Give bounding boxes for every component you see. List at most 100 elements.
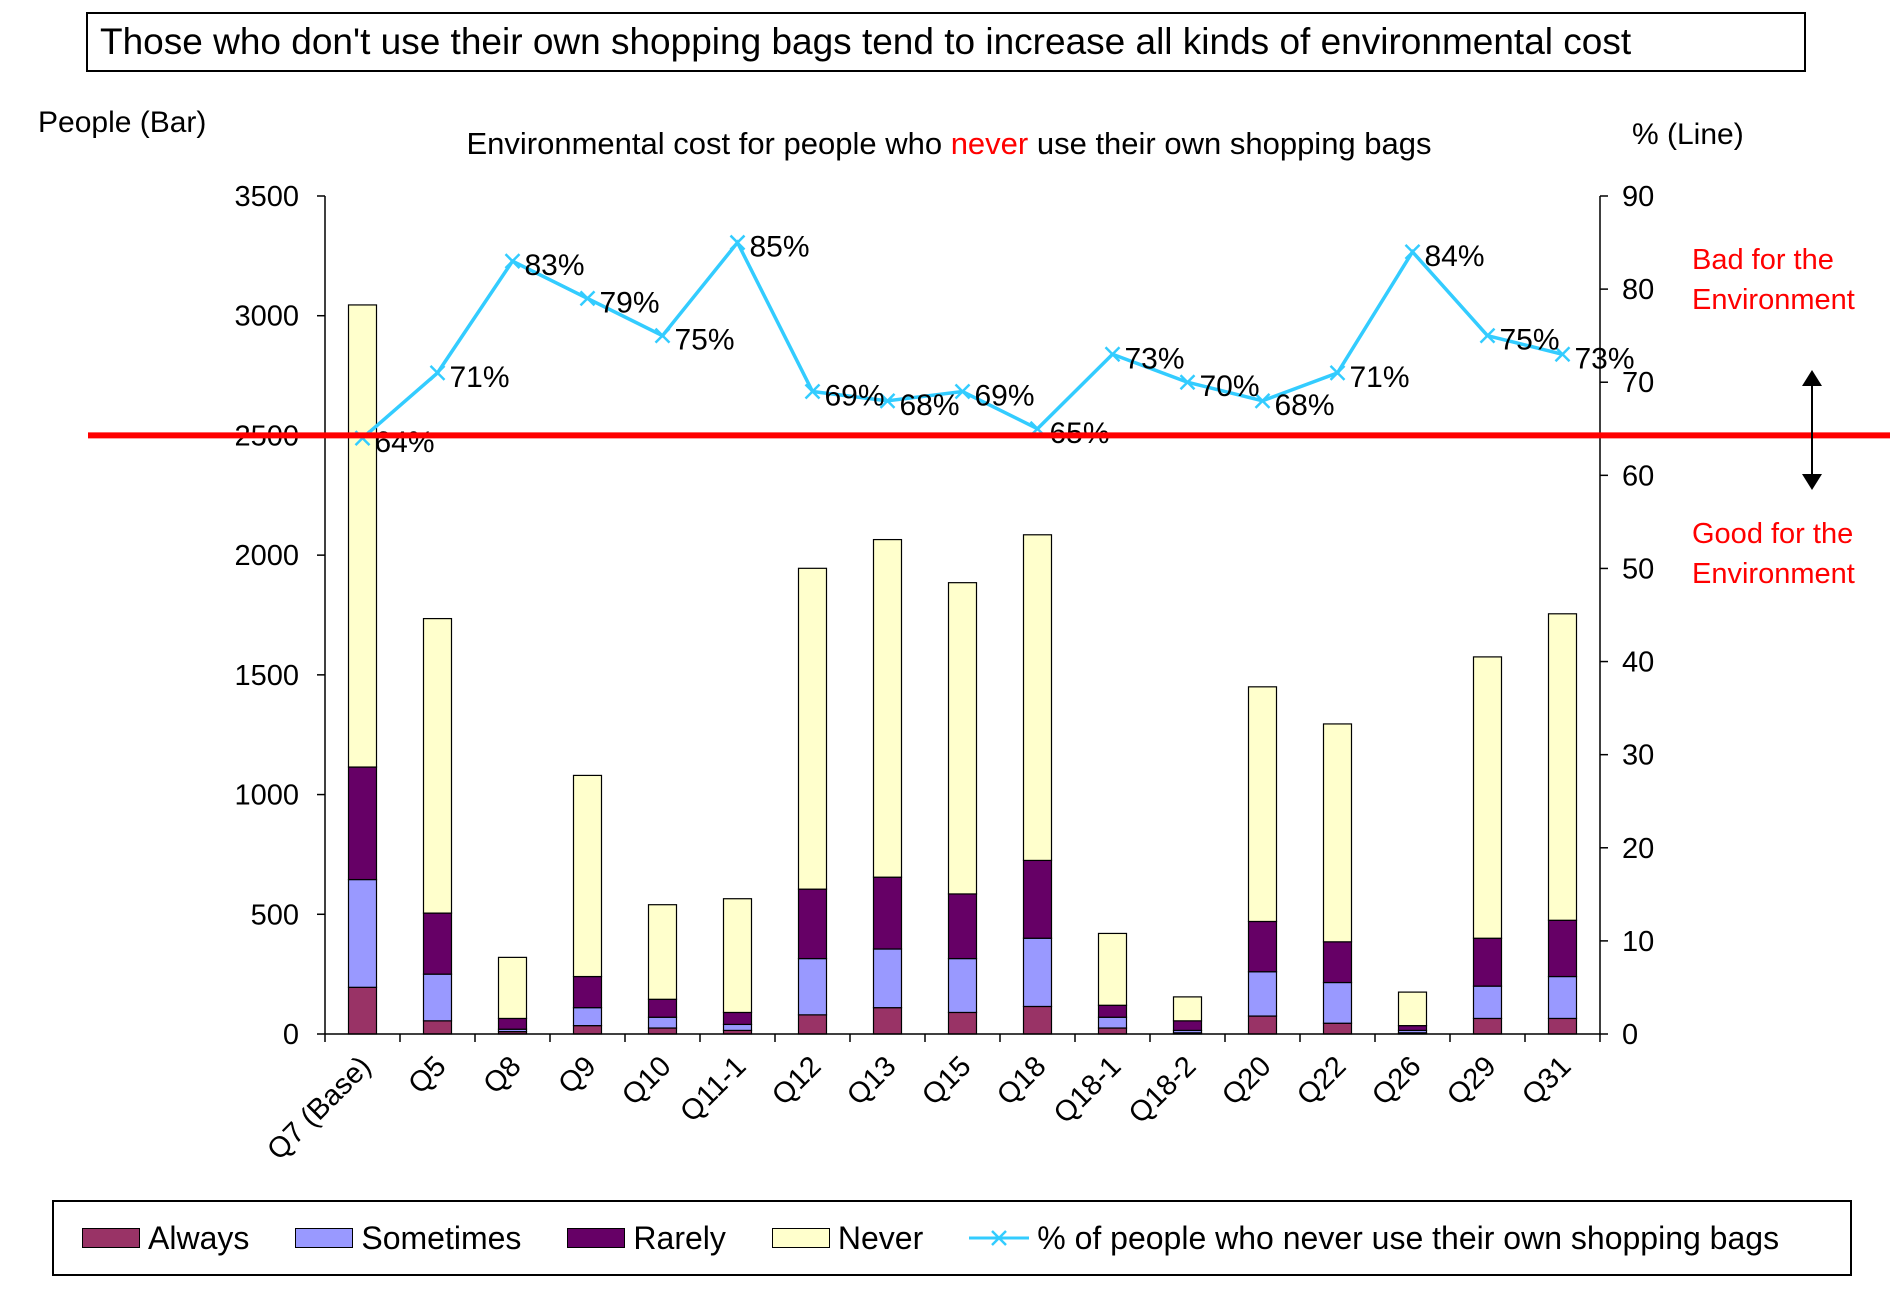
bar-rarely-6 — [797, 888, 828, 960]
right-tick-label: 50 — [1622, 553, 1654, 585]
line-data-label: 84% — [1425, 240, 1485, 273]
bar-always-0 — [347, 986, 378, 1035]
line-data-label: 71% — [450, 361, 510, 394]
legend-swatch-sometimes — [295, 1228, 354, 1248]
bar-never-14 — [1397, 991, 1428, 1027]
page-title: Those who don't use their own shopping b… — [86, 12, 1806, 72]
bar-never-8 — [947, 582, 978, 895]
x-tick-label: Q11-1 — [674, 1050, 752, 1128]
legend-swatch-line — [969, 1230, 1030, 1246]
x-tick-label: Q10 — [616, 1050, 677, 1111]
line-point — [954, 383, 971, 400]
bar-rarely-10 — [1097, 1004, 1128, 1018]
line-data-label: 73% — [1575, 342, 1635, 375]
right-tick-label: 40 — [1622, 647, 1654, 679]
x-tick-label: Q15 — [916, 1050, 977, 1111]
bar-rarely-5 — [722, 1011, 753, 1026]
line-data-label: 70% — [1200, 370, 1260, 403]
bar-always-3 — [572, 1025, 603, 1035]
bar-sometimes-15 — [1472, 985, 1503, 1020]
bar-sometimes-12 — [1247, 971, 1278, 1017]
bar-never-12 — [1247, 686, 1278, 923]
bar-always-12 — [1247, 1015, 1278, 1035]
x-tick-label: Q26 — [1366, 1050, 1427, 1111]
bar-rarely-3 — [572, 975, 603, 1009]
bar-rarely-14 — [1397, 1025, 1428, 1032]
chart-subtitle: Environmental cost for people who never … — [0, 126, 1898, 162]
bar-always-1 — [422, 1020, 453, 1035]
left-axis-unit: People (Bar) — [38, 106, 207, 139]
legend-swatch-always — [82, 1228, 140, 1248]
x-tick-label: Q18 — [991, 1050, 1052, 1111]
bad-note-line-1: Bad for the — [1692, 244, 1834, 276]
line-point — [1554, 346, 1571, 363]
bar-sometimes-3 — [572, 1007, 603, 1027]
bar-rarely-2 — [497, 1017, 528, 1030]
line-data-label: 64% — [375, 426, 435, 459]
good-note-line-1: Good for the — [1692, 518, 1854, 550]
bar-never-9 — [1022, 534, 1053, 862]
bar-always-10 — [1097, 1027, 1128, 1035]
line-data-label: 68% — [1275, 389, 1335, 422]
x-tick-label: Q29 — [1441, 1050, 1502, 1111]
bar-rarely-1 — [422, 912, 453, 975]
line-point — [579, 290, 596, 307]
bar-sometimes-9 — [1022, 937, 1053, 1008]
bar-never-2 — [497, 956, 528, 1020]
line-point — [1179, 374, 1196, 391]
bar-never-5 — [722, 898, 753, 1014]
bar-never-11 — [1172, 996, 1203, 1022]
legend-item-line: % of people who never use their own shop… — [969, 1220, 1779, 1257]
right-tick-label: 90 — [1622, 181, 1654, 213]
bar-always-16 — [1547, 1017, 1578, 1035]
bar-sometimes-13 — [1322, 981, 1353, 1024]
bar-never-0 — [347, 304, 378, 768]
line-layer — [354, 234, 1571, 446]
legend-label-never: Never — [837, 1219, 924, 1256]
x-tick-label: Q31 — [1516, 1050, 1577, 1111]
x-tick-label: Q13 — [841, 1050, 902, 1111]
line-point — [504, 253, 521, 270]
line-data-label: 69% — [975, 380, 1035, 413]
bar-rarely-8 — [947, 893, 978, 960]
bad-for-environment-note: Bad for the Environment — [1692, 240, 1855, 320]
line-point — [1254, 392, 1271, 409]
x-tick-label: Q5 — [402, 1050, 452, 1100]
bar-sometimes-16 — [1547, 975, 1578, 1020]
bar-never-4 — [647, 904, 678, 1000]
bar-never-7 — [872, 538, 903, 878]
line-point — [1479, 327, 1496, 344]
stacked-bar-line-chart: 0500100015002000250030003500010203040506… — [88, 181, 1890, 1166]
line-data-label: 79% — [600, 286, 660, 319]
bar-rarely-7 — [872, 876, 903, 950]
line-point — [729, 234, 746, 251]
right-tick-label: 10 — [1622, 926, 1654, 958]
line-data-label: 73% — [1125, 342, 1185, 375]
x-tick-label: Q18-1 — [1048, 1050, 1128, 1130]
line-point — [879, 392, 896, 409]
bar-sometimes-4 — [647, 1016, 678, 1029]
bar-sometimes-8 — [947, 957, 978, 1014]
legend-swatch-never — [771, 1228, 830, 1248]
left-tick-label: 0 — [283, 1019, 299, 1051]
bar-always-9 — [1022, 1005, 1053, 1035]
bar-always-15 — [1472, 1017, 1503, 1035]
labels-layer: 64%71%83%79%75%85%69%68%69%65%73%70%68%7… — [375, 231, 1635, 460]
bar-rarely-11 — [1172, 1020, 1203, 1032]
bar-rarely-16 — [1547, 919, 1578, 978]
line-data-label: 75% — [1500, 324, 1560, 357]
left-tick-label: 1500 — [234, 660, 299, 692]
legend-label-line: % of people who never use their own shop… — [1037, 1219, 1780, 1256]
right-tick-label: 30 — [1622, 740, 1654, 772]
bar-never-1 — [422, 617, 453, 914]
line-data-label: 75% — [675, 324, 735, 357]
bar-rarely-4 — [647, 998, 678, 1018]
legend-label-sometimes: Sometimes — [361, 1219, 522, 1256]
x-tick-label: Q18-2 — [1123, 1050, 1203, 1130]
bar-always-4 — [647, 1027, 678, 1035]
x-tick-label: Q22 — [1291, 1050, 1352, 1111]
subtitle-highlight: never — [950, 126, 1029, 161]
subtitle-before: Environmental cost for people who — [466, 126, 951, 161]
legend-swatch-rarely — [567, 1228, 626, 1248]
bar-always-13 — [1322, 1022, 1353, 1035]
